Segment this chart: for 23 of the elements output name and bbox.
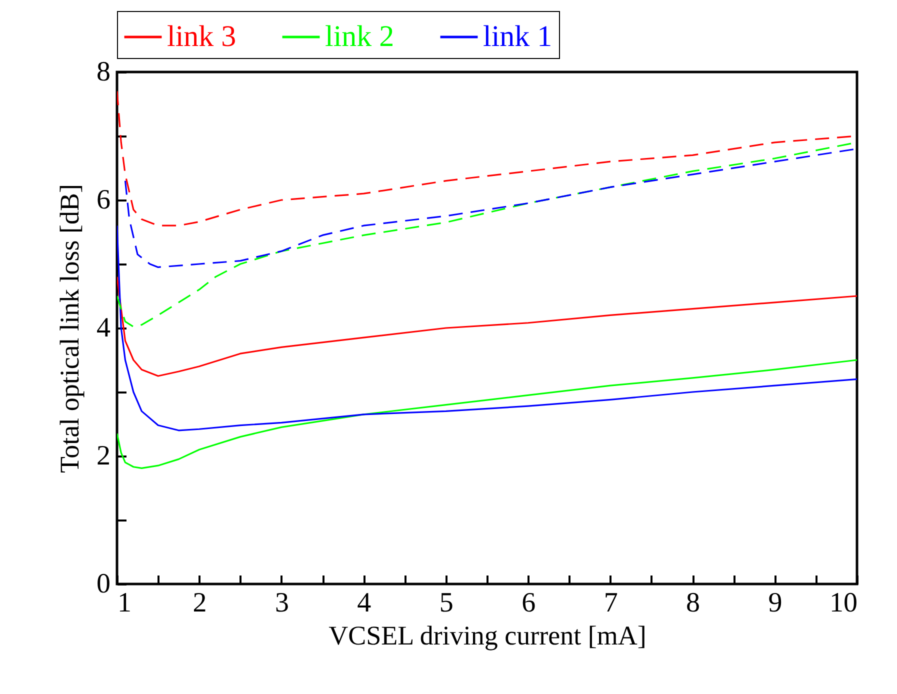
y-tick-label: 2 xyxy=(96,440,110,472)
line-series xyxy=(117,359,857,469)
line-series xyxy=(117,276,857,377)
y-axis-title: Total optical link loss [dB] xyxy=(54,184,84,474)
x-axis-title: VCSEL driving current [mA] xyxy=(328,620,646,650)
x-tick-label: 9 xyxy=(768,588,782,618)
y-tick-label: 4 xyxy=(96,312,110,344)
x-tick-label: 8 xyxy=(686,588,700,618)
y-tick-label: 0 xyxy=(96,568,110,600)
x-tick-label: 4 xyxy=(357,588,372,618)
x-tick-label: 1 xyxy=(118,588,132,618)
legend-label: link 1 xyxy=(483,20,552,53)
x-tick-label: 10 xyxy=(830,588,858,618)
x-tick-label: 5 xyxy=(439,588,454,618)
legend-label: link 2 xyxy=(325,20,394,53)
x-tick-label: 3 xyxy=(274,588,289,618)
legend-label: link 3 xyxy=(167,20,236,53)
x-tick-label: 7 xyxy=(604,588,618,618)
y-tick-label: 6 xyxy=(96,184,110,216)
x-tick-label: 6 xyxy=(522,588,536,618)
line-series xyxy=(117,224,857,432)
x-tick-label: 2 xyxy=(192,588,207,618)
y-tick-label: 8 xyxy=(96,56,110,88)
